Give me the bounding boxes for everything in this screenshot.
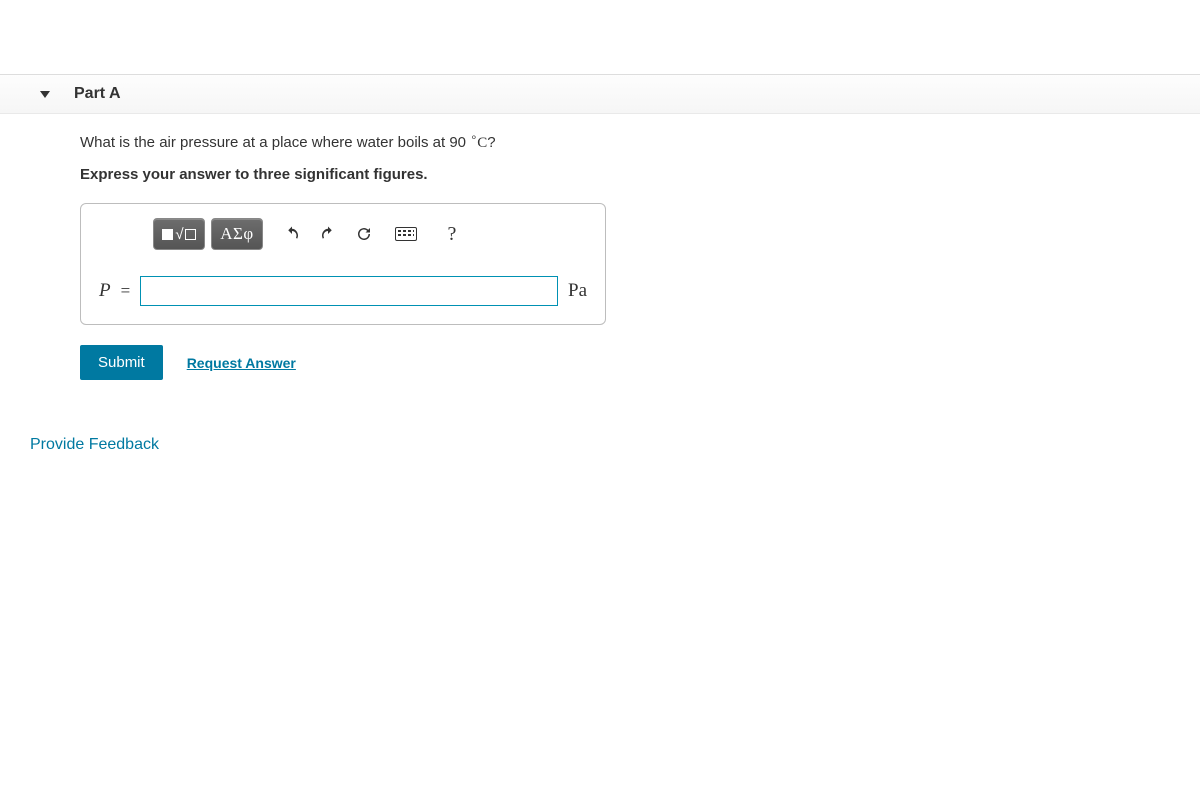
templates-button[interactable]: √ (153, 218, 205, 250)
keyboard-icon (395, 227, 417, 241)
help-button[interactable]: ? (437, 219, 467, 249)
answer-input-row: P = Pa (99, 276, 587, 306)
actions-row: Submit Request Answer (80, 345, 1200, 380)
reset-button[interactable] (349, 219, 379, 249)
greek-label: ΑΣφ (220, 224, 253, 244)
question-prefix: What is the air pressure at a place wher… (80, 134, 470, 151)
variable-label: P (99, 280, 111, 302)
equation-toolbar: √ ΑΣφ ? (99, 218, 587, 250)
redo-button[interactable] (313, 219, 343, 249)
question-suffix: ? (487, 134, 495, 151)
part-content: What is the air pressure at a place wher… (0, 114, 1200, 380)
greek-button[interactable]: ΑΣφ (211, 218, 263, 250)
collapse-caret-icon (40, 91, 50, 98)
instruction-text: Express your answer to three significant… (80, 166, 1200, 183)
part-header[interactable]: Part A (0, 74, 1200, 114)
undo-button[interactable] (277, 219, 307, 249)
answer-input[interactable] (140, 276, 558, 306)
answer-card: √ ΑΣφ ? P = Pa (80, 203, 606, 325)
part-title: Part A (74, 85, 121, 103)
undo-icon (283, 225, 301, 243)
keyboard-button[interactable] (391, 219, 421, 249)
request-answer-link[interactable]: Request Answer (187, 355, 296, 371)
unit-label: Pa (568, 280, 587, 302)
reset-icon (355, 225, 373, 243)
equals-sign: = (121, 281, 131, 301)
submit-button[interactable]: Submit (80, 345, 163, 380)
help-label: ? (448, 223, 457, 246)
question-text: What is the air pressure at a place wher… (80, 134, 1200, 152)
redo-icon (319, 225, 337, 243)
degree-symbol: ∘ (470, 132, 477, 144)
temp-unit: C (477, 135, 487, 151)
provide-feedback-link[interactable]: Provide Feedback (30, 436, 1200, 454)
